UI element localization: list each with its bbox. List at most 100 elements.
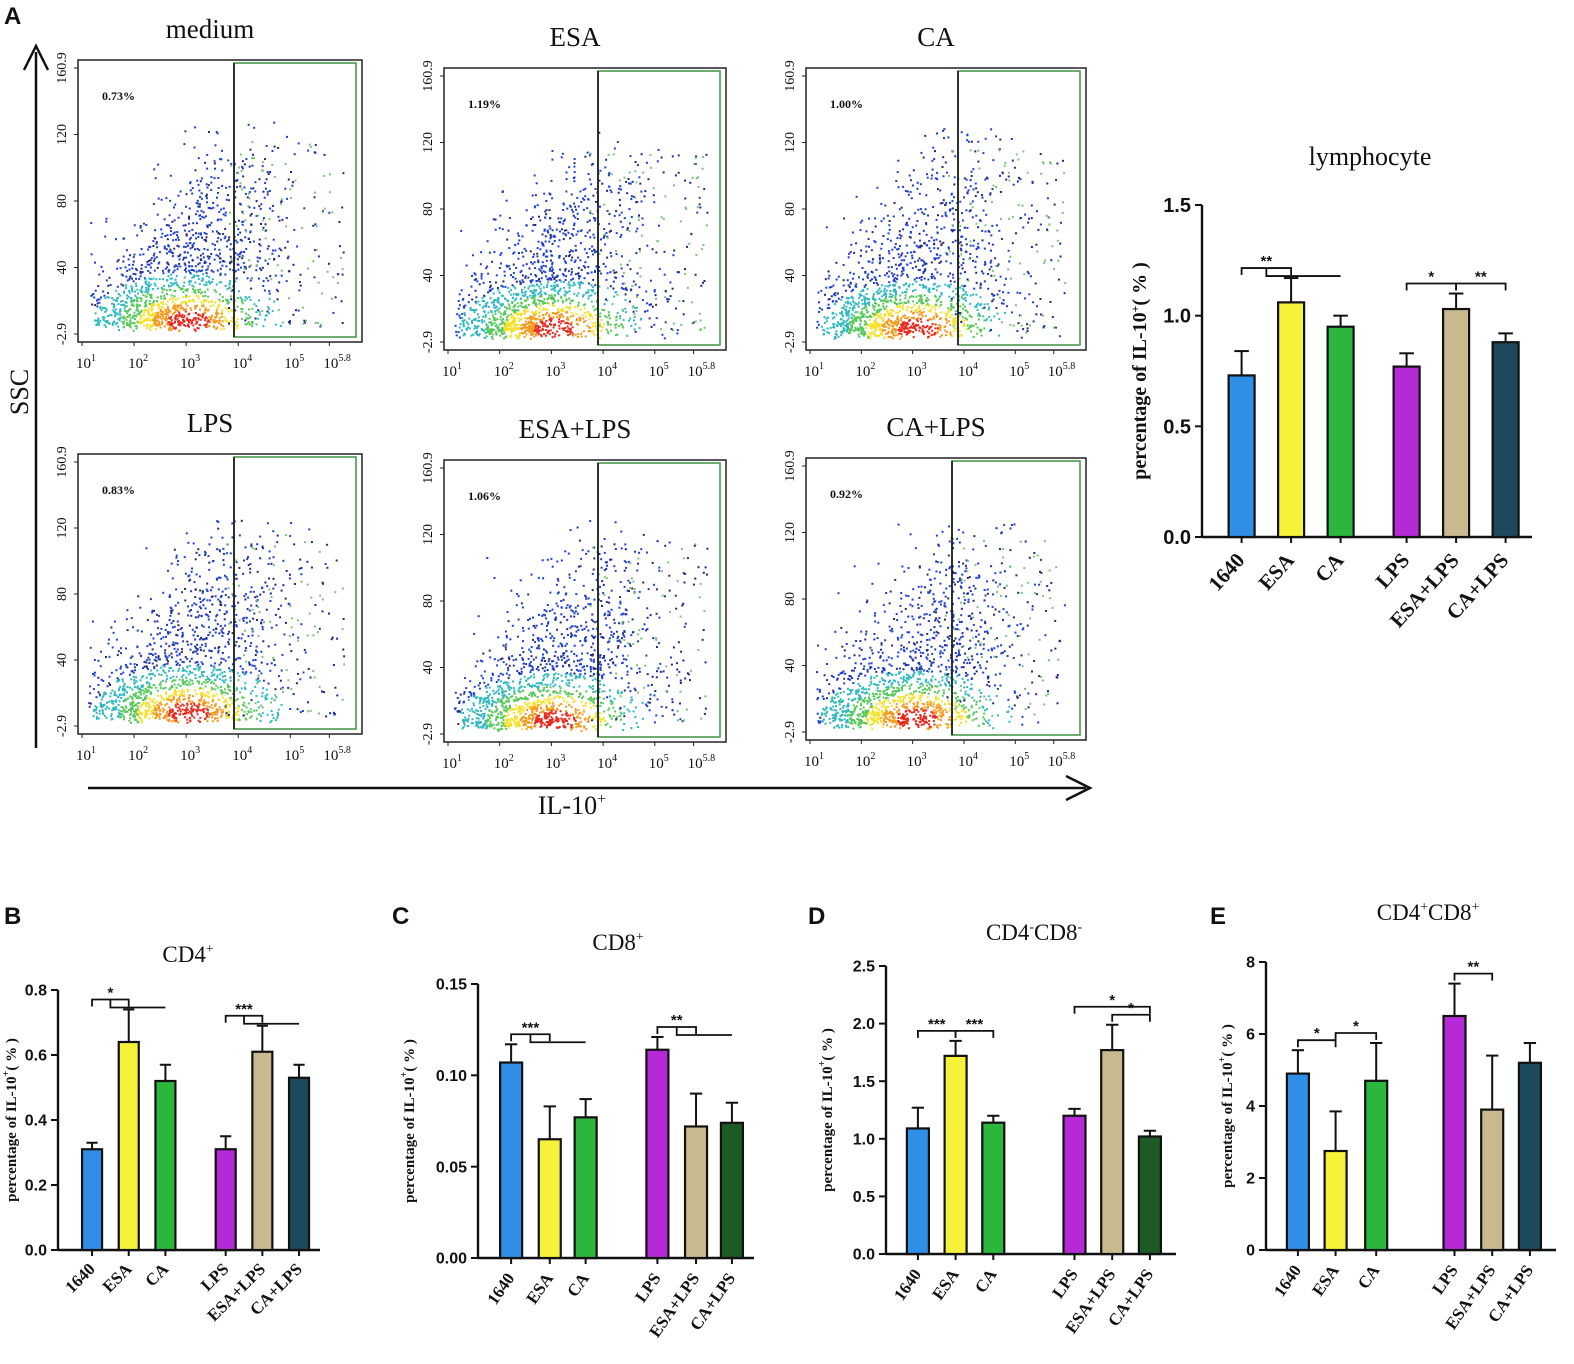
y-tick-label: 40 <box>783 269 798 283</box>
x-tick-label: 102 <box>128 353 148 372</box>
flow-plot-title: CA <box>917 22 955 52</box>
significance-label: * <box>1128 1000 1134 1017</box>
bracket-line <box>954 1029 995 1038</box>
y-tick-label: 2 <box>1246 1171 1255 1188</box>
gate-percentage: 1.19% <box>468 97 501 111</box>
x-tick-label: 105.8 <box>323 745 351 764</box>
significance-label: *** <box>966 1016 984 1033</box>
category-label: ESA <box>928 1265 963 1304</box>
bar-lps <box>1442 1014 1467 1252</box>
bar-chart-b: B CD4+ percentage of IL-10+( % ) 0.0 0.2 0.4 0… <box>1 903 320 1325</box>
significance-bracket: ** <box>1455 269 1507 291</box>
panel-letter-d: D <box>808 903 825 930</box>
chart-title: lymphocyte <box>1309 142 1432 171</box>
bracket-branch <box>109 999 166 1009</box>
y-tick-label: 160.9 <box>421 452 436 484</box>
bar-esa-lps <box>1480 1108 1505 1252</box>
y-tick-label: 0.6 <box>25 1048 47 1065</box>
y-tick-label: 0.5 <box>853 1189 875 1206</box>
significance-label: * <box>107 985 113 1002</box>
y-tick-label: 160.9 <box>421 60 436 92</box>
plot-frame <box>805 457 1087 741</box>
y-axis-label: percentage of IL-10+( % ) <box>1128 262 1151 480</box>
flow-plot-ca: CA 1.00% 160.9 120 80 40 -2.9 101 102 103 104 105 10… <box>783 22 1087 380</box>
bar-ca-lps <box>1137 1135 1163 1256</box>
x-tick-label: 105.8 <box>688 753 716 772</box>
bar-esa <box>943 1054 968 1256</box>
x-tick-label: 104 <box>958 751 978 770</box>
category-label: LPS <box>1048 1265 1081 1301</box>
ssc-arrow-head <box>22 43 50 71</box>
x-tick-label: 104 <box>597 753 617 772</box>
bar-chart-a: lymphocyte percentage of IL-10+( % ) 0.0 0.… <box>1128 142 1532 632</box>
y-tick-label: 0.4 <box>25 1113 47 1130</box>
category-label: ESA <box>522 1269 557 1308</box>
significance-bracket: * <box>1405 269 1457 291</box>
y-tick-label: 160.9 <box>55 446 70 478</box>
y-tick-label: 120 <box>783 132 798 153</box>
y-tick-label: 2.0 <box>853 1016 875 1033</box>
significance-bracket: ** <box>656 1012 732 1036</box>
category-label: 1640 <box>61 1259 98 1296</box>
significance-bracket: *** <box>510 1019 586 1044</box>
y-tick-label: 0.0 <box>853 1247 875 1264</box>
density-cloud <box>90 121 345 332</box>
bracket-line <box>1297 1039 1337 1048</box>
x-tick-label: 105 <box>1009 751 1029 770</box>
gate-percentage: 0.73% <box>102 89 135 103</box>
flow-plot-esa: ESA 1.19% 160.9 120 80 40 -2.9 101 102 103 104 105 1… <box>421 22 727 380</box>
significance-label: ** <box>671 1012 683 1029</box>
significance-bracket: * <box>1073 992 1151 1014</box>
significance-bracket: * <box>91 985 166 1009</box>
ssc-axis-label: SSC <box>5 369 34 415</box>
y-tick-label: -2.9 <box>55 715 70 737</box>
y-axis-label: percentage of IL-10+( % ) <box>817 1028 836 1192</box>
flow-plot-lps: LPS 0.83% 160.9 120 80 40 -2.9 101 102 103 104 105 1… <box>55 408 363 764</box>
significance-label: *** <box>522 1019 540 1036</box>
y-tick-label: 0.10 <box>436 1068 467 1085</box>
category-label: CA <box>1310 548 1349 587</box>
flow-plot-ca-lps: CA+LPS 0.92% 160.9 120 80 40 -2.9 101 102 103 104 1… <box>783 412 1087 770</box>
panel-letter-e: E <box>1210 903 1226 930</box>
significance-bracket: *** <box>954 1016 995 1038</box>
bar-lps <box>1392 365 1421 539</box>
category-label: ESA <box>1254 548 1300 595</box>
y-axis-label: percentage of IL-10+( % ) <box>399 1039 418 1203</box>
bar-1640 <box>1227 374 1256 539</box>
y-tick-label: -2.9 <box>421 723 436 745</box>
x-tick-label: 105 <box>649 361 669 380</box>
bar-lps <box>645 1048 670 1260</box>
y-tick-label: 80 <box>55 194 70 208</box>
y-tick-label: 80 <box>783 202 798 216</box>
x-tick-label: 104 <box>232 745 252 764</box>
x-tick-label: 101 <box>76 353 96 372</box>
x-tick-label: 105 <box>284 353 304 372</box>
significance-bracket: * <box>1334 1018 1378 1040</box>
density-cloud <box>454 131 709 340</box>
bar-1640 <box>1285 1072 1311 1252</box>
x-tick-label: 102 <box>128 745 148 764</box>
y-tick-label: 0.0 <box>1163 527 1191 549</box>
chart-title: CD4+ <box>162 941 213 967</box>
significance-label: *** <box>928 1016 946 1033</box>
bar-chart-c: C CD8+ percentage of IL-10+( % ) 0.00 0.05 0.… <box>392 903 754 1341</box>
significance-label: * <box>1109 992 1115 1009</box>
y-tick-label: -2.9 <box>55 323 70 345</box>
x-tick-label: 103 <box>180 745 200 764</box>
x-tick-label: 103 <box>180 353 200 372</box>
bracket-line <box>656 1026 697 1034</box>
bar-ca <box>1364 1079 1389 1252</box>
bar-esa <box>1323 1149 1348 1252</box>
bar-ca-lps <box>719 1121 745 1260</box>
y-tick-label: 1.0 <box>853 1131 875 1148</box>
bar-esa-lps <box>251 1050 274 1252</box>
x-tick-label: 103 <box>907 361 927 380</box>
y-tick-label: 160.9 <box>55 52 70 84</box>
significance-bracket: *** <box>917 1016 957 1038</box>
x-tick-label: 105 <box>284 745 304 764</box>
significance-label: *** <box>235 1001 253 1018</box>
significance-label: ** <box>1468 959 1480 976</box>
category-label: 1640 <box>483 1269 518 1308</box>
significance-label: ** <box>1261 253 1273 270</box>
